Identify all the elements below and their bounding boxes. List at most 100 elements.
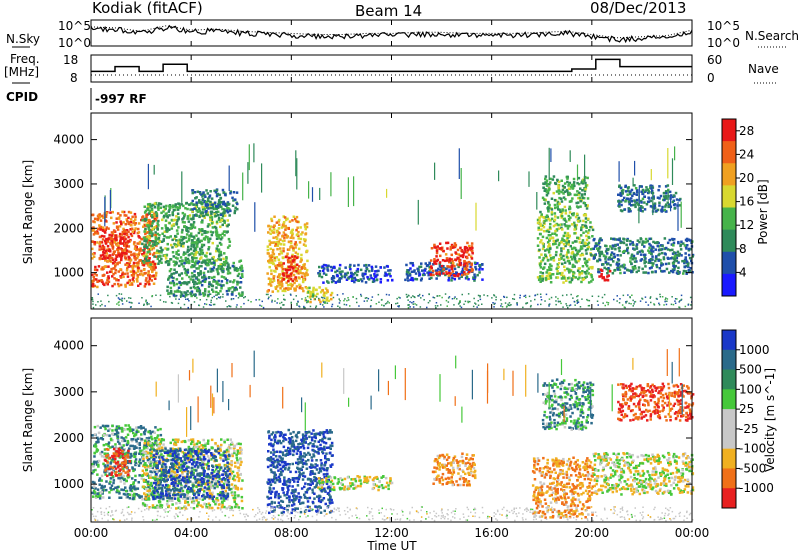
data-cell (172, 276, 175, 280)
data-cell (318, 286, 321, 289)
data-cell (467, 278, 470, 281)
data-cell (651, 270, 654, 274)
data-cell (274, 264, 277, 268)
data-cell (610, 251, 614, 254)
data-cell (274, 266, 278, 270)
data-cell (548, 298, 551, 300)
data-cell (466, 272, 470, 275)
data-cell (572, 274, 575, 278)
data-cell (555, 267, 558, 271)
data-cell (569, 150, 571, 162)
data-cell (295, 243, 298, 247)
data-cell (300, 233, 303, 236)
data-cell (159, 202, 163, 206)
data-cell (460, 275, 463, 278)
colorbar-tick-label: 8 (739, 242, 747, 256)
data-cell (228, 305, 230, 307)
data-cell (581, 196, 584, 200)
data-cell (290, 255, 294, 258)
data-cell (98, 248, 101, 251)
data-cell (145, 437, 149, 440)
data-cell (175, 239, 178, 242)
data-cell (126, 461, 130, 465)
data-cell (236, 304, 238, 306)
data-cell (618, 249, 621, 253)
data-cell (209, 252, 212, 256)
y-tick-label: 2000 (53, 221, 84, 235)
data-cell (427, 273, 430, 277)
data-cell (152, 274, 155, 277)
data-cell (690, 304, 692, 306)
data-cell (422, 294, 424, 297)
data-cell (600, 273, 603, 276)
data-cell (671, 200, 675, 204)
data-cell (271, 301, 273, 303)
data-cell (185, 201, 188, 205)
data-cell (209, 293, 211, 295)
data-cell (156, 227, 159, 231)
data-cell (658, 201, 661, 204)
data-cell (304, 225, 307, 228)
data-cell (613, 268, 617, 272)
data-cell (380, 299, 383, 301)
data-cell (217, 200, 221, 203)
data-cell (132, 280, 135, 283)
data-cell (287, 226, 290, 230)
data-cell (134, 461, 138, 465)
data-cell (265, 293, 268, 296)
data-cell (109, 241, 112, 245)
data-cell (174, 203, 177, 206)
data-cell (566, 237, 569, 240)
data-cell (663, 208, 667, 212)
data-cell (644, 190, 647, 193)
data-cell (538, 216, 541, 219)
data-cell (95, 304, 97, 306)
data-cell (145, 240, 148, 243)
data-cell (618, 202, 621, 205)
data-cell (105, 480, 108, 483)
data-cell (157, 208, 160, 211)
data-cell (231, 286, 234, 289)
data-cell (117, 476, 120, 480)
data-cell (349, 274, 353, 278)
data-cell (192, 214, 195, 217)
data-cell (189, 247, 193, 251)
data-cell (587, 299, 589, 302)
data-cell (269, 278, 272, 281)
data-cell (577, 277, 580, 281)
data-cell (284, 228, 287, 231)
data-cell (96, 241, 99, 244)
data-cell (278, 261, 281, 265)
data-cell (127, 230, 130, 234)
data-cell (217, 248, 221, 251)
data-cell (611, 272, 615, 275)
data-cell (138, 251, 141, 255)
data-cell (658, 302, 660, 305)
data-cell (370, 305, 372, 307)
data-cell (568, 207, 572, 210)
data-cell (126, 263, 129, 267)
data-cell (200, 261, 204, 264)
data-cell (536, 276, 540, 279)
data-cell (115, 425, 119, 428)
data-cell (675, 198, 679, 201)
data-cell (217, 233, 220, 237)
data-cell (555, 250, 558, 254)
data-cell (596, 300, 599, 302)
data-cell (667, 262, 671, 265)
data-cell (652, 240, 655, 244)
data-cell (438, 242, 442, 245)
data-cell (93, 217, 97, 221)
data-cell (557, 184, 560, 187)
data-cell (616, 300, 618, 302)
data-cell (145, 215, 148, 219)
data-cell (470, 242, 474, 245)
data-cell (548, 147, 550, 181)
data-cell (144, 232, 147, 236)
data-cell (656, 208, 660, 212)
data-cell (557, 223, 560, 227)
data-cell (338, 267, 341, 270)
data-cell (334, 270, 337, 274)
data-cell (289, 274, 293, 278)
data-cell (277, 275, 281, 278)
